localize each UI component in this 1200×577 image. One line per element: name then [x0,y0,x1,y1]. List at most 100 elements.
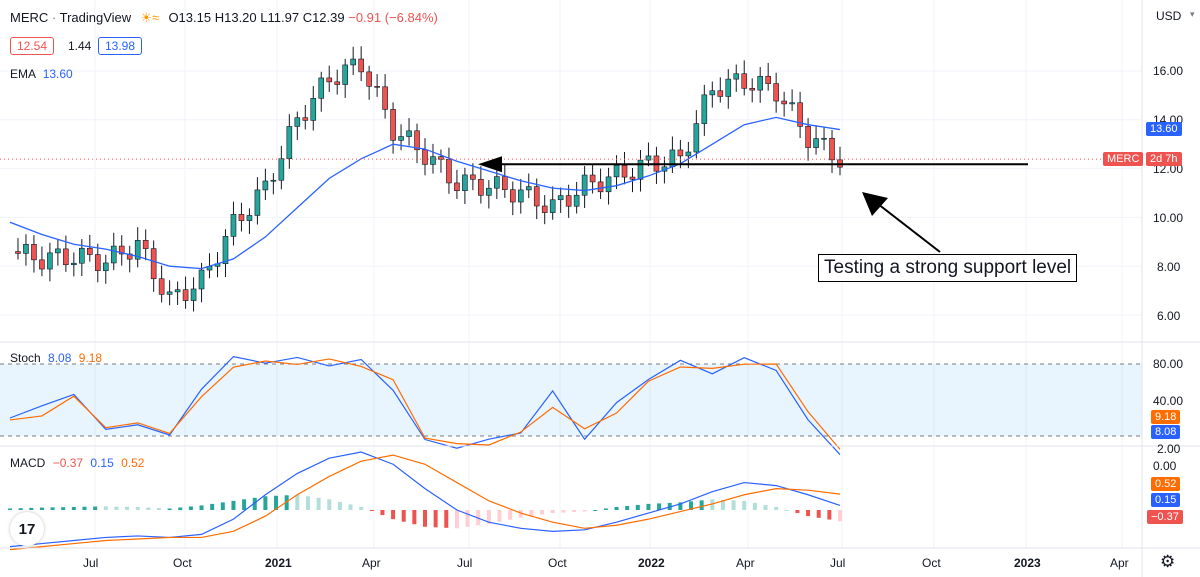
time-tick: Apr [362,556,381,570]
ema-legend[interactable]: EMA 13.60 [10,67,73,81]
macd-hist-bar [657,503,662,510]
macd-hist-bar [210,503,215,510]
chart-header: MERC · TradingView ☀≈ O13.15 H13.20 L11.… [10,10,438,26]
macd-hist-bar [199,505,204,510]
macd-hist-bar [71,506,76,510]
price-tick: 6.00 [1157,309,1181,323]
bid-button[interactable]: 12.54 [10,37,55,55]
source-name: TradingView [59,10,132,25]
macd-hist-bar [359,506,364,510]
candle-body [222,236,229,265]
macd-hist-bar [774,506,779,510]
candle-body [502,176,508,190]
currency-dropdown-icon[interactable]: ▾ [1190,9,1195,19]
macd-hist-bar [423,510,427,527]
macd-hist-bar [242,499,247,510]
close-value: C12.39 [302,10,345,25]
macd-line-value: 0.15 [90,456,114,470]
candle-body [310,98,317,121]
macd-hist-bar [742,500,747,510]
macd-hist-bar [827,510,832,520]
candle-body [110,245,117,264]
price-tick: 8.00 [1157,260,1181,274]
candle-body [773,83,779,102]
candle-body [805,126,811,148]
candle-body [23,244,29,254]
macd-legend[interactable]: MACD −0.37 0.15 0.52 [10,456,144,470]
macd-hist-bar [274,495,279,510]
candle-body [342,64,348,85]
macd-hist-bar [252,497,257,510]
candle-body [190,288,197,301]
symbol-name[interactable]: MERC [10,10,49,25]
candle-body [573,194,580,207]
candle-body [102,262,109,271]
macd-hist-value: −0.37 [52,456,84,470]
gear-icon[interactable]: ⚙ [1160,552,1176,571]
header-separator: · [51,10,57,25]
spread-value: 1.44 [68,39,92,53]
candle-body [270,179,277,182]
macd-signal-line [9,454,841,551]
stoch-lines [9,355,841,455]
macd-hist-bar [295,494,300,510]
candle-body [87,247,93,255]
ask-button[interactable]: 13.98 [98,37,143,55]
candle-body [565,195,572,207]
candle-body [15,251,21,254]
macd-hist-bar [795,510,800,514]
candle-body [509,189,516,203]
candle-body [382,86,388,110]
currency-label[interactable]: USD [1156,9,1182,23]
candle-body [262,180,269,191]
candle-body [470,174,476,180]
candle-body [693,123,700,153]
macd-hist-bar [178,507,183,510]
macd-hist-bar [784,510,789,511]
candle-body [589,174,596,183]
stoch-k-value: 8.08 [48,351,72,365]
macd-hist-bar [593,510,598,511]
macd-hist-bar [508,510,513,520]
candle-body [454,182,460,192]
macd-hist-bar [231,500,236,510]
change-value: −0.91 (−6.84%) [348,10,438,25]
time-tick: Oct [173,556,192,570]
candle-body [685,151,692,157]
ema-line-path [9,116,841,270]
macd-hist-badge: −0.37 [1147,510,1183,524]
candle-body [725,78,732,97]
candle-body [174,289,181,293]
stoch-legend[interactable]: Stoch 8.08 9.18 [10,351,102,365]
candle-body [741,73,748,89]
macd-hist-bar [146,507,151,510]
candle-body [557,195,564,201]
macd-hist-bar [550,510,555,514]
macd-hist-bar [391,510,396,520]
macd-hist-bar [561,510,566,513]
candle-body [525,186,532,191]
macd-hist-bar [103,506,108,510]
candle-body [366,71,372,87]
macd-hist-bar [369,510,374,512]
macd-legend-label: MACD [10,456,46,470]
candle-body [246,215,253,221]
support-arrow-head [478,156,502,173]
open-value: O13.15 [168,10,212,25]
stoch-band [0,363,1142,437]
macd-hist-bar [380,510,385,516]
macd-hist-bar [135,506,140,510]
candle-body [55,248,61,254]
macd-hist-bar [348,504,353,510]
tradingview-logo-icon[interactable]: 17 [10,512,44,546]
candle-body [238,214,245,221]
macd-hist-bar [497,510,502,522]
time-tick: Oct [922,556,941,570]
candles [15,46,843,312]
stoch-d-line [9,358,841,450]
symbol-price-badge: MERC [1103,152,1144,166]
market-status-icon[interactable]: ☀≈ [140,10,160,25]
macd-hist-bar [50,507,55,510]
